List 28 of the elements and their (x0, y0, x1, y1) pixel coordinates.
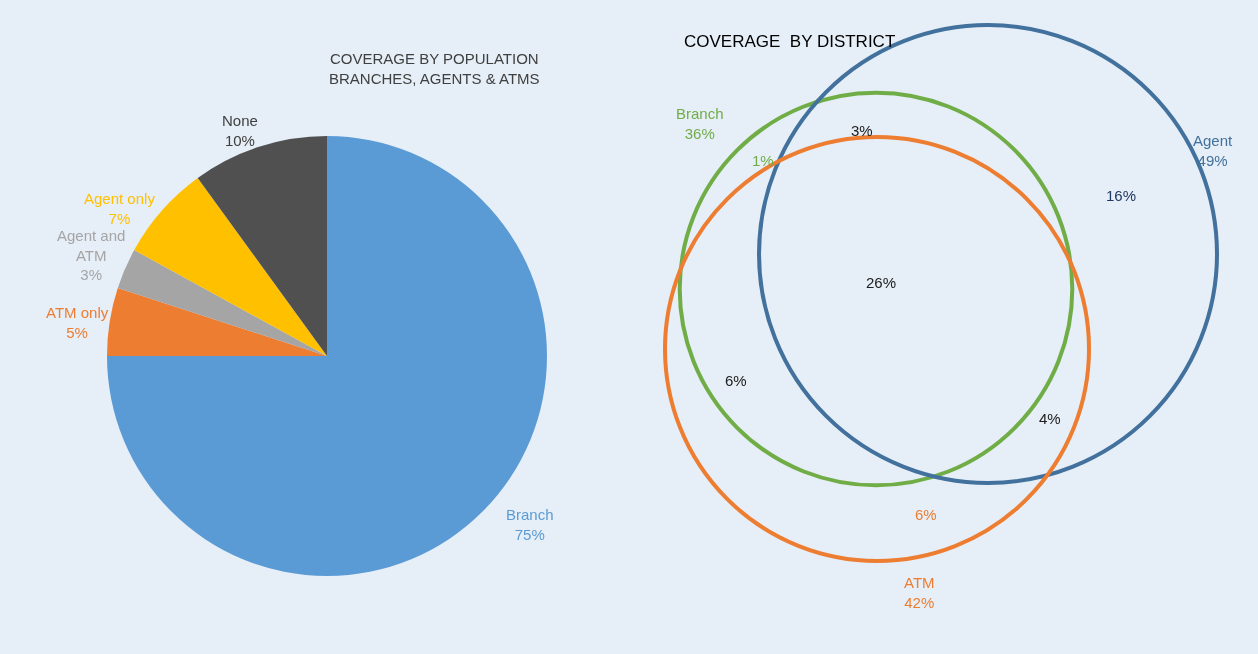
pie-slice (117, 250, 327, 356)
text: 6% (725, 372, 747, 389)
category-label: Branch (676, 105, 724, 122)
data-label: 42% (904, 593, 935, 611)
slice-label: Branch (506, 506, 554, 523)
category-label: ATM (904, 574, 935, 591)
text: 6% (915, 506, 937, 523)
text: 4% (1039, 410, 1061, 427)
text: 3% (851, 122, 873, 139)
slice-label: Agent and ATM (57, 227, 126, 264)
text: 16% (1106, 187, 1137, 204)
data-label: 3% (80, 266, 103, 283)
data-label: 75% (514, 525, 545, 543)
chart-title: COVERAGE BY POPULATION BRANCHES, AGENTS & ATMS (329, 50, 540, 87)
slice-label: None (222, 112, 258, 129)
text: 26% (866, 274, 897, 291)
slice-label: Agent only (84, 190, 156, 207)
pie-slice (197, 136, 327, 356)
text: 1% (752, 152, 774, 169)
data-label: 7% (108, 209, 131, 227)
data-label: 5% (66, 323, 88, 341)
data-label: 36% (684, 124, 715, 142)
slice-label: ATM only (46, 304, 109, 321)
category-label: Agent (1193, 132, 1234, 149)
data-label: 10% (224, 131, 255, 149)
pie-slice (107, 288, 327, 356)
text: COVERAGE BY DISTRICT (684, 32, 896, 51)
data-label: 49% (1197, 151, 1228, 169)
